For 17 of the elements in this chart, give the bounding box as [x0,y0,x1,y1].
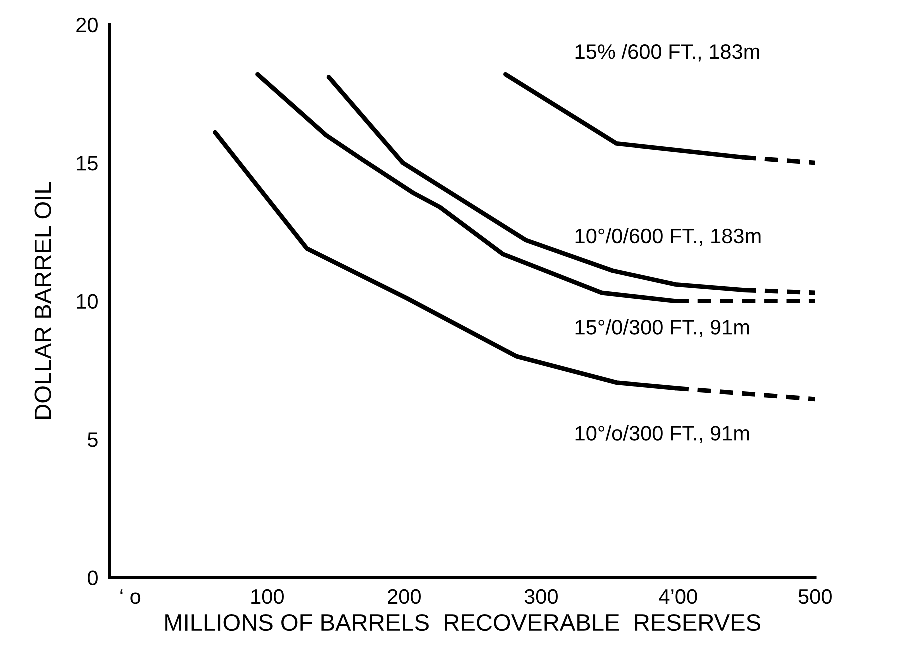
y-tick-label: 20 [76,18,98,33]
y-tick-label: 10 [77,294,98,310]
x-tick-label: 500 [798,589,832,604]
y-tick-label: 0 [88,570,98,586]
x-tick-label: 4’00 [659,589,698,604]
series-label: 15°/0/300 FT., 91m [576,320,750,338]
series-label: 10°/0/600 FT., 183m [576,228,761,246]
text: 15% /600 FT., 183m [576,44,760,62]
y-tick-label: 15 [77,156,98,171]
x-axis-title: MILLIONS OF BARRELS RECOVERABLE RESERVES [166,614,760,632]
x-tick-label: 200 [388,589,421,604]
y-tick-label: 5 [88,432,98,448]
y-axis-title: DOLLAR BARREL OIL [34,182,52,419]
x-tick-label: 300 [524,589,558,604]
text: 10°/o/300 FT., 91m [576,426,750,444]
x-tick-label: 100 [252,589,284,604]
x-tick-label: ‘ o [120,590,141,604]
